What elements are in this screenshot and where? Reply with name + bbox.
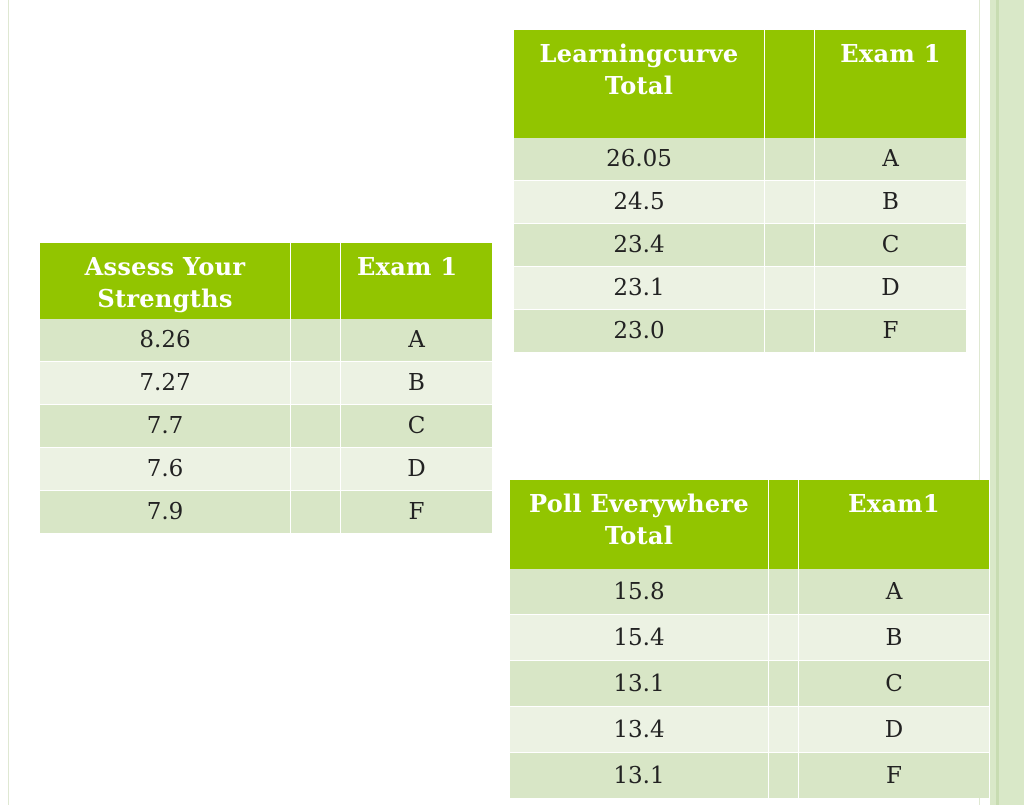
table-row: 13.1 C (510, 660, 989, 706)
table-row: 15.4 B (510, 614, 989, 660)
score-cell: 13.1 (510, 752, 768, 798)
grade-cell: A (814, 138, 966, 180)
grade-cell: A (340, 319, 492, 361)
poll-everywhere-table: Poll Everywhere Total Exam1 15.8 A 15.4 … (510, 480, 989, 798)
table-row: 23.4 C (514, 223, 966, 266)
table-row: 7.7 C (40, 404, 492, 447)
slide-right-rule (979, 0, 980, 805)
grade-cell: C (340, 404, 492, 447)
score-cell: 15.8 (510, 569, 768, 614)
header-poll-everywhere-total: Poll Everywhere Total (510, 480, 768, 569)
table-row: 8.26 A (40, 319, 492, 361)
table-row: 7.9 F (40, 490, 492, 533)
header-learningcurve-total: Learningcurve Total (514, 30, 764, 138)
grade-cell: B (798, 614, 989, 660)
learningcurve-table: Learningcurve Total Exam 1 26.05 A 24.5 … (514, 30, 966, 352)
slide-left-rule (8, 0, 9, 805)
table-header-row: Learningcurve Total Exam 1 (514, 30, 966, 138)
header-assess-your-strengths: Assess Your Strengths (40, 243, 290, 319)
score-cell: 24.5 (514, 180, 764, 223)
score-cell: 7.9 (40, 490, 290, 533)
spacer-cell (768, 569, 798, 614)
spacer-cell (764, 223, 814, 266)
table-header-row: Poll Everywhere Total Exam1 (510, 480, 989, 569)
grade-cell: F (798, 752, 989, 798)
score-cell: 23.4 (514, 223, 764, 266)
score-cell: 7.6 (40, 447, 290, 490)
spacer-cell (290, 447, 340, 490)
table-row: 26.05 A (514, 138, 966, 180)
header-exam-1: Exam 1 (814, 30, 966, 138)
table-row: 13.4 D (510, 706, 989, 752)
score-cell: 13.4 (510, 706, 768, 752)
score-cell: 23.1 (514, 266, 764, 309)
header-spacer (768, 480, 798, 569)
grade-cell: C (798, 660, 989, 706)
header-spacer (290, 243, 340, 319)
spacer-cell (290, 319, 340, 361)
grade-cell: C (814, 223, 966, 266)
grade-cell: B (814, 180, 966, 223)
grade-cell: F (340, 490, 492, 533)
grade-cell: D (798, 706, 989, 752)
score-cell: 13.1 (510, 660, 768, 706)
score-cell: 7.27 (40, 361, 290, 404)
spacer-cell (768, 752, 798, 798)
table-row: 23.1 D (514, 266, 966, 309)
table-header-row: Assess Your Strengths Exam 1 (40, 243, 492, 319)
table-row: 24.5 B (514, 180, 966, 223)
spacer-cell (768, 706, 798, 752)
spacer-cell (768, 660, 798, 706)
spacer-cell (768, 614, 798, 660)
header-spacer (764, 30, 814, 138)
grade-cell: A (798, 569, 989, 614)
spacer-cell (290, 490, 340, 533)
table-row: 23.0 F (514, 309, 966, 352)
spacer-cell (764, 180, 814, 223)
table-row: 15.8 A (510, 569, 989, 614)
spacer-cell (764, 309, 814, 352)
table-row: 7.27 B (40, 361, 492, 404)
score-cell: 7.7 (40, 404, 290, 447)
grade-cell: F (814, 309, 966, 352)
score-cell: 8.26 (40, 319, 290, 361)
grade-cell: B (340, 361, 492, 404)
header-exam1: Exam1 (798, 480, 989, 569)
grade-cell: D (340, 447, 492, 490)
score-cell: 15.4 (510, 614, 768, 660)
spacer-cell (290, 404, 340, 447)
grade-cell: D (814, 266, 966, 309)
score-cell: 23.0 (514, 309, 764, 352)
spacer-cell (290, 361, 340, 404)
spacer-cell (764, 266, 814, 309)
assess-your-strengths-table: Assess Your Strengths Exam 1 8.26 A 7.27… (40, 243, 492, 533)
score-cell: 26.05 (514, 138, 764, 180)
spacer-cell (764, 138, 814, 180)
table-row: 13.1 F (510, 752, 989, 798)
slide-right-band (990, 0, 1024, 805)
header-exam-1: Exam 1 (340, 243, 492, 319)
table-row: 7.6 D (40, 447, 492, 490)
